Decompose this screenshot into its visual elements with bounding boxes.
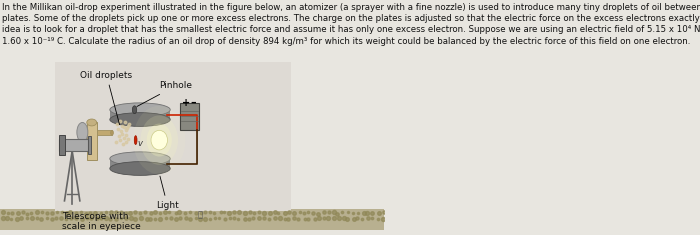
Ellipse shape	[134, 136, 137, 145]
Text: v: v	[137, 139, 143, 148]
Text: –: –	[190, 98, 196, 108]
Text: In the Millikan oil-drop experiment illustrated in the figure below, an atomizer: In the Millikan oil-drop experiment illu…	[2, 3, 700, 12]
Bar	[110, 159, 170, 168]
Ellipse shape	[110, 113, 170, 126]
Bar	[180, 103, 199, 130]
Text: +: +	[182, 98, 190, 108]
Text: Pinhole: Pinhole	[137, 81, 193, 106]
Text: Oil droplets: Oil droplets	[80, 70, 132, 125]
Bar	[0, 209, 384, 230]
Ellipse shape	[87, 119, 97, 126]
Ellipse shape	[133, 106, 186, 174]
Bar	[60, 135, 65, 155]
Bar	[60, 139, 88, 151]
Ellipse shape	[151, 130, 167, 150]
Ellipse shape	[110, 103, 170, 117]
Ellipse shape	[110, 152, 170, 166]
Ellipse shape	[147, 124, 172, 157]
Text: Light: Light	[156, 176, 179, 210]
Bar	[97, 130, 112, 135]
Text: 1.60 x 10⁻¹⁹ C. Calculate the radius of an oil drop of density 894 kg/m³ for whi: 1.60 x 10⁻¹⁹ C. Calculate the radius of …	[2, 37, 691, 46]
Bar	[88, 136, 91, 154]
Text: ⓘ: ⓘ	[198, 211, 203, 219]
Ellipse shape	[141, 115, 178, 165]
Ellipse shape	[110, 162, 170, 175]
Text: plates. Some of the droplets pick up one or more excess electrons. The charge on: plates. Some of the droplets pick up one…	[2, 14, 700, 23]
Text: Telescope with
scale in eyepiece: Telescope with scale in eyepiece	[62, 212, 141, 231]
Bar	[110, 110, 170, 120]
Circle shape	[77, 122, 88, 142]
Text: idea is to look for a droplet that has the smallest electric force and assume it: idea is to look for a droplet that has t…	[2, 25, 700, 35]
Circle shape	[132, 106, 137, 114]
Ellipse shape	[111, 130, 113, 135]
Bar	[55, 62, 291, 211]
Bar	[87, 122, 97, 160]
